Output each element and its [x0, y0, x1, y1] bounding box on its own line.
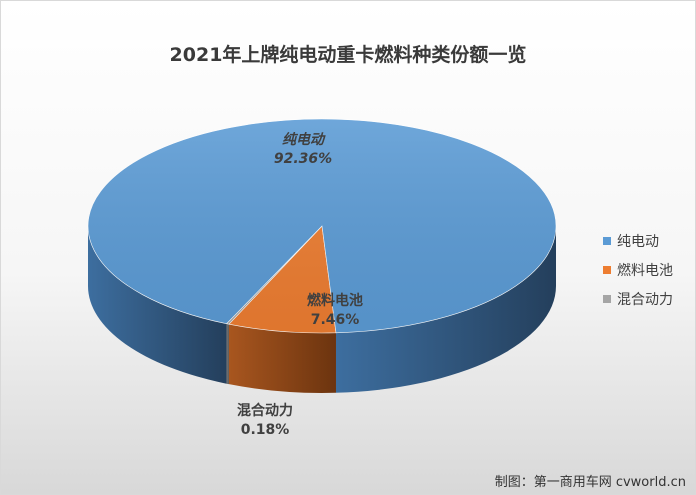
legend-swatch-fuel-cell	[603, 265, 611, 274]
chart-legend: 纯电动 燃料电池 混合动力	[603, 226, 673, 313]
data-label-hybrid-value: 0.18%	[240, 422, 290, 438]
data-label-fuel-cell: 燃料电池 7.46%	[285, 292, 385, 330]
pie-side-hybrid	[226, 323, 229, 385]
legend-label-pure-electric: 纯电动	[617, 233, 659, 250]
data-label-fuel-cell-name: 燃料电池	[307, 293, 363, 309]
chart-title: 2021年上牌纯电动重卡燃料种类份额一览	[169, 44, 527, 66]
data-label-pure-electric: 纯电动 92.36%	[258, 131, 348, 169]
pie-side-pure-electric-1	[335, 226, 556, 393]
data-label-pure-electric-name: 纯电动	[282, 132, 324, 148]
data-label-fuel-cell-value: 7.46%	[310, 312, 360, 328]
pie-top-shade	[88, 119, 556, 333]
source-credit: 制图：第一商用车网 cvworld.cn	[494, 475, 686, 490]
legend-label-fuel-cell: 燃料电池	[617, 262, 673, 279]
data-label-hybrid: 混合动力 0.18%	[225, 402, 305, 440]
legend-item-pure-electric: 纯电动	[603, 226, 673, 255]
legend-label-hybrid: 混合动力	[617, 291, 673, 308]
data-label-hybrid-name: 混合动力	[237, 403, 293, 419]
legend-item-fuel-cell: 燃料电池	[603, 255, 673, 284]
legend-swatch-pure-electric	[603, 236, 611, 245]
legend-swatch-hybrid	[603, 294, 611, 303]
pie-side-fuel-cell	[228, 324, 336, 393]
pie-side-pure-electric	[88, 226, 227, 384]
data-label-pure-electric-value: 92.36%	[273, 151, 333, 167]
legend-item-hybrid: 混合动力	[603, 284, 673, 313]
